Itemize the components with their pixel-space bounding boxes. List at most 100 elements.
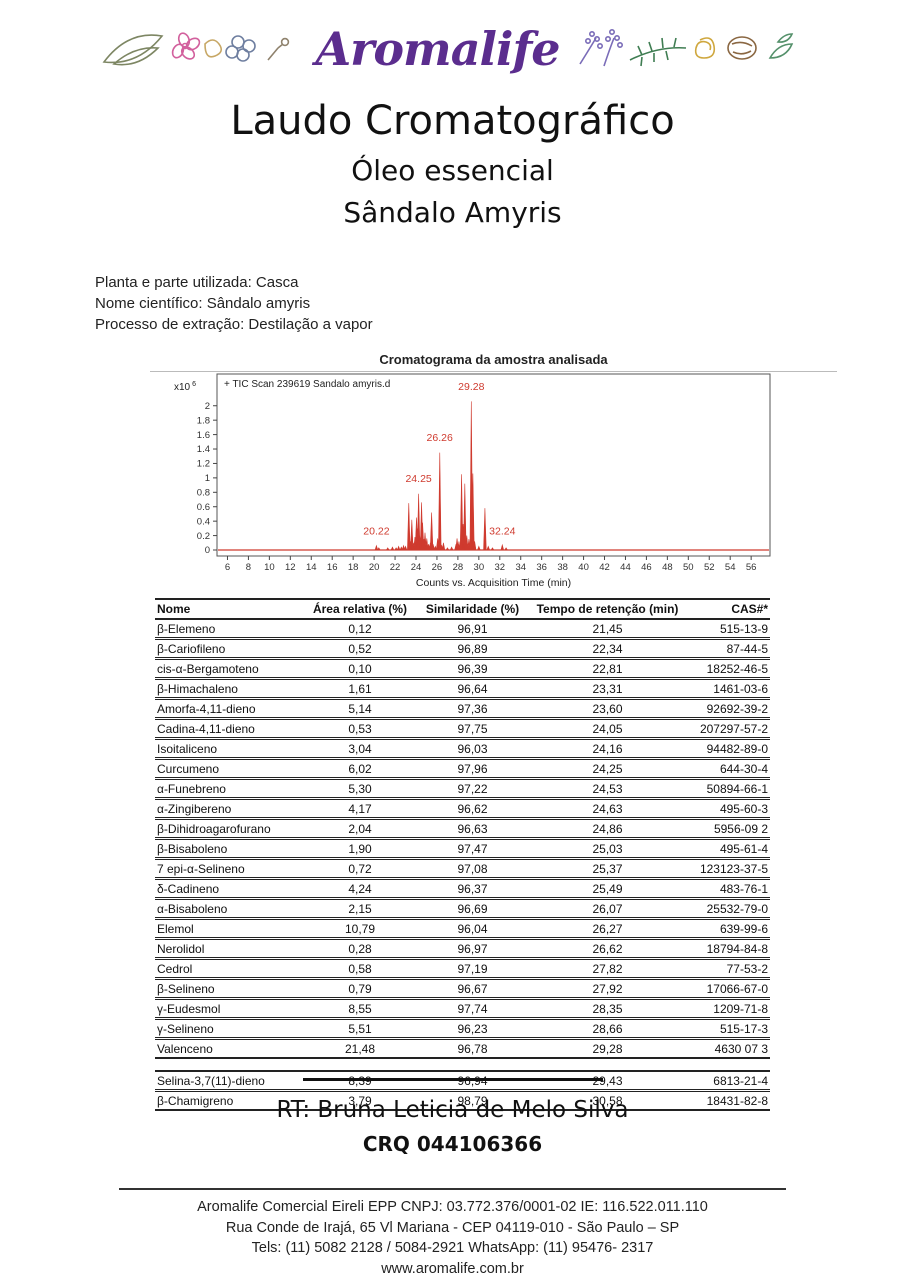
table-cell: β-Bisaboleno [155, 838, 305, 860]
table-cell: 25,03 [530, 838, 685, 860]
table-cell: 25532-79-0 [685, 898, 770, 920]
table-cell: 96,97 [415, 938, 530, 960]
table-cell: 96,62 [415, 798, 530, 820]
table-cell: 96,91 [415, 619, 530, 640]
table-cell: 24,05 [530, 718, 685, 740]
y-tick-label: 1.2 [197, 459, 210, 470]
table-row: δ-Cadineno 4,24 96,37 25,49 483-76-1 [155, 878, 770, 900]
table-cell: 27,92 [530, 978, 685, 1000]
table-cell: 22,81 [530, 658, 685, 680]
table-cell: 3,79 [305, 1090, 415, 1111]
table-cell: Cadina-4,11-dieno [155, 718, 305, 740]
table-cell: 0,12 [305, 619, 415, 640]
table-cell: Curcumeno [155, 758, 305, 780]
table-cell: 96,04 [415, 918, 530, 940]
table-cell: 18252-46-5 [685, 658, 770, 680]
table-cell: 515-13-9 [685, 619, 770, 640]
x-tick-label: 40 [578, 562, 589, 573]
table-cell: Amorfa-4,11-dieno [155, 698, 305, 720]
x-tick-label: 56 [746, 562, 757, 573]
table-cell: 24,25 [530, 758, 685, 780]
table-row: β-Chamigreno 3,79 98,79 30,58 18431-82-8 [155, 1090, 770, 1111]
table-cell: 96,67 [415, 978, 530, 1000]
y-tick-label: 1.8 [197, 415, 210, 426]
table-cell: 0,72 [305, 858, 415, 880]
table-cell: 97,47 [415, 838, 530, 860]
peak-label: 32.24 [489, 526, 515, 538]
column-header-similaridade: Similaridade (%) [415, 598, 530, 620]
x-tick-label: 22 [390, 562, 401, 573]
table-cell: 24,16 [530, 738, 685, 760]
x-tick-label: 16 [327, 562, 338, 573]
table-cell: 0,52 [305, 638, 415, 660]
table-cell: 0,58 [305, 958, 415, 980]
x-tick-label: 26 [432, 562, 443, 573]
table-cell: 0,28 [305, 938, 415, 960]
y-tick-label: 1.6 [197, 430, 210, 441]
table-cell: 97,22 [415, 778, 530, 800]
table-cell: 644-30-4 [685, 758, 770, 780]
table-row: β-Cariofileno 0,52 96,89 22,34 87-44-5 [155, 638, 770, 660]
peak-label: 26.26 [427, 432, 453, 444]
table-row: α-Funebreno 5,30 97,22 24,53 50894-66-1 [155, 778, 770, 800]
table-cell: 96,89 [415, 638, 530, 660]
footer-rule [119, 1188, 786, 1190]
table-cell: 3,04 [305, 738, 415, 760]
table-cell: cis-α-Bergamoteno [155, 658, 305, 680]
table-cell: 2,15 [305, 898, 415, 920]
table-cell: 26,62 [530, 938, 685, 960]
table-cell: 23,60 [530, 698, 685, 720]
table-cell: 29,28 [530, 1038, 685, 1059]
plot-frame [216, 373, 771, 557]
table-cell: 207297-57-2 [685, 718, 770, 740]
table-cell: 515-17-3 [685, 1018, 770, 1040]
x-tick-label: 42 [599, 562, 610, 573]
y-tick-label: 0 [205, 545, 210, 556]
table-cell: 50894-66-1 [685, 778, 770, 800]
table-cell: 17066-67-0 [685, 978, 770, 1000]
table-cell: 21,45 [530, 619, 685, 640]
x-tick-label: 20 [369, 562, 380, 573]
x-tick-label: 48 [662, 562, 673, 573]
table-row: β-Dihidroagarofurano 2,04 96,63 24,86 5956-0… [155, 818, 770, 840]
table-row: Amorfa-4,11-dieno 5,14 97,36 23,60 92692-39-… [155, 698, 770, 720]
results-table: Nome Área relativa (%) Similaridade (%) … [155, 598, 770, 1059]
x-tick-label: 6 [225, 562, 230, 573]
table-cell: 25,49 [530, 878, 685, 900]
chart-title: Cromatograma da amostra analisada [150, 352, 837, 372]
y-tick-label: 0.2 [197, 531, 210, 542]
page-subtitle-species: Sândalo Amyris [343, 196, 562, 229]
results-table-secondary: Selina-3,7(11)-dieno 8,39 96,94 29,43 6813-2… [155, 1070, 770, 1111]
table-row: β-Himachaleno 1,61 96,64 23,31 1461-03-6 [155, 678, 770, 700]
table-cell: 30,58 [530, 1090, 685, 1111]
x-tick-label: 36 [536, 562, 547, 573]
table-cell: 24,63 [530, 798, 685, 820]
table-cell: 77-53-2 [685, 958, 770, 980]
table-cell: 97,74 [415, 998, 530, 1020]
table-cell: 97,08 [415, 858, 530, 880]
x-tick-label: 18 [348, 562, 359, 573]
y-tick-label: 0.8 [197, 488, 210, 499]
table-cell: 97,19 [415, 958, 530, 980]
table-cell: 24,53 [530, 778, 685, 800]
responsible-name: RT: Bruna Leticia de Melo Silva [276, 1097, 629, 1123]
table-cell: 4,17 [305, 798, 415, 820]
table-cell: 483-76-1 [685, 878, 770, 900]
table-cell: β-Himachaleno [155, 678, 305, 700]
table-cell: 94482-89-0 [685, 738, 770, 760]
peak-label: 20.22 [363, 526, 389, 538]
table-cell: 1209-71-8 [685, 998, 770, 1020]
peak-label: 29.28 [458, 381, 484, 393]
table-cell: 5956-09 2 [685, 818, 770, 840]
table-cell: 5,14 [305, 698, 415, 720]
sample-info-scientific-name: Nome científico: Sândalo amyris [95, 295, 311, 312]
x-tick-label: 10 [264, 562, 275, 573]
table-cell: 28,35 [530, 998, 685, 1020]
y-tick-label: 2 [205, 401, 210, 412]
table-cell: 4,24 [305, 878, 415, 900]
table-cell: β-Chamigreno [155, 1090, 305, 1111]
table-cell: α-Funebreno [155, 778, 305, 800]
table-row: Isoitaliceno 3,04 96,03 24,16 94482-89-0 [155, 738, 770, 760]
table-cell: 495-60-3 [685, 798, 770, 820]
